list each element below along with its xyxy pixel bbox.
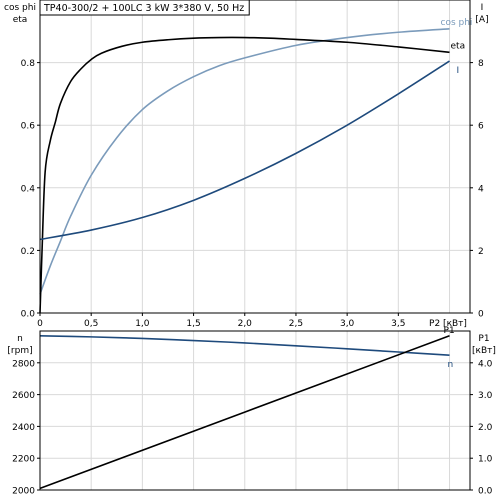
series-line-cos-phi [39, 28, 450, 295]
bot-right-tick-label: 2.0 [478, 423, 493, 433]
bottom-grid [40, 331, 470, 490]
series-label-i: I [457, 66, 460, 76]
top-left-axis-label-eta: eta [13, 15, 28, 25]
top-left-tick-label: 0.4 [21, 184, 36, 194]
top-series-group: cos phi eta I [39, 18, 473, 314]
bottom-left-axis-label-n: n [17, 334, 23, 344]
top-plot-frame [39, 0, 471, 314]
chart-title: TP40-300/2 + 100LC 3 kW 3*380 V, 50 Hz [43, 3, 244, 14]
top-left-tick-label: 0.2 [21, 247, 35, 257]
top-x-tick-label: 2,0 [238, 319, 253, 329]
top-x-tick-label: 2,5 [289, 319, 303, 329]
top-x-tick-label: 1,5 [186, 319, 200, 329]
top-x-tick-label: 0,5 [84, 319, 98, 329]
top-left-tick-label: 0.6 [21, 122, 36, 132]
series-label-eta: eta [451, 41, 466, 51]
bottom-right-axis-label-p1: P1 [478, 334, 489, 344]
top-chart-panel: cos phi eta I 0.0 0.2 0.4 0.6 0.8 0 2 4 6 8 0 0,5 1,0 1… [4, 0, 489, 329]
top-right-tick-label: 2 [478, 247, 484, 257]
top-left-tick-label: 0.8 [21, 59, 36, 69]
series-label-n: n [448, 360, 454, 370]
series-line-i [39, 60, 450, 241]
bottom-left-axis-unit-rpm: [rpm] [7, 346, 32, 356]
top-right-tick-label: 0 [478, 310, 484, 320]
top-x-axis-label: P2 [кВт] [429, 319, 467, 329]
series-line-eta [39, 36, 450, 314]
series-line-p1 [39, 335, 450, 490]
top-grid [40, 0, 470, 313]
top-left-axis-label-cos-phi: cos phi [4, 3, 36, 13]
top-left-tick-label: 0.0 [21, 310, 36, 320]
bottom-plot-frame [39, 330, 471, 491]
bot-right-tick-label: 4.0 [478, 359, 493, 369]
top-tick-labels: 0.0 0.2 0.4 0.6 0.8 0 2 4 6 8 0 0,5 1,0 1,5 2,0 2,5 3,0 3… [21, 59, 484, 329]
top-right-tick-label: 4 [478, 184, 484, 194]
top-right-tick-label: 6 [478, 122, 484, 132]
bot-left-tick-label: 2800 [12, 359, 35, 369]
top-x-tick-label: 3,5 [391, 319, 405, 329]
top-right-axis-label-i: I [481, 3, 484, 13]
top-x-tick-label: 0 [37, 319, 43, 329]
bot-right-tick-label: 1.0 [478, 455, 493, 465]
bottom-series-group: nP1 [39, 326, 455, 490]
top-right-axis-unit-a: [A] [475, 15, 488, 25]
bot-right-tick-label: 0.0 [478, 487, 493, 497]
series-label-cos-phi: cos phi [441, 18, 473, 28]
bottom-right-axis-unit-kw: [кВт] [472, 346, 496, 356]
series-line-n [39, 334, 450, 356]
top-x-tick-label: 1,0 [135, 319, 150, 329]
bot-left-tick-label: 2200 [12, 455, 35, 465]
bot-left-tick-label: 2400 [12, 423, 35, 433]
top-x-tick-label: 3,0 [340, 319, 355, 329]
top-right-tick-label: 8 [478, 59, 484, 69]
chart-title-background [39, 0, 250, 16]
bottom-chart-panel: nP1 200022002400260028000.01.02.03.04.0 … [7, 326, 496, 497]
bottom-tick-labels: 2000 2200 2400 2600 2800 0.0 1.0 2.0 3.0 4.0 [12, 359, 492, 496]
bot-right-tick-label: 3.0 [478, 391, 493, 401]
chart-title-box: TP40-300/2 + 100LC 3 kW 3*380 V, 50 Hz [39, 0, 250, 16]
bot-left-tick-label: 2600 [12, 391, 35, 401]
bot-left-tick-label: 2000 [12, 487, 35, 497]
